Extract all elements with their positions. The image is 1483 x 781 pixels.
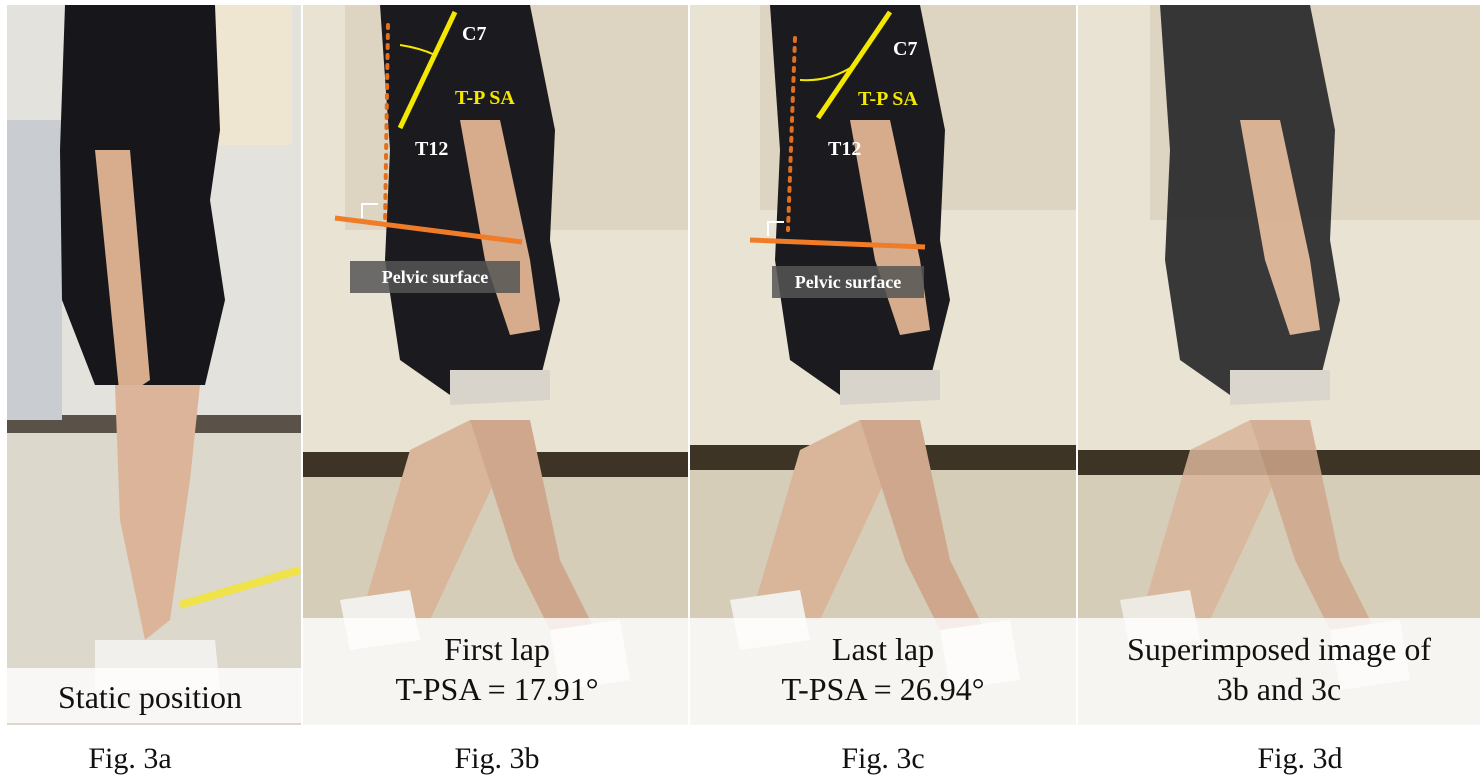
- caption-line: T-PSA = 17.91°: [395, 671, 598, 707]
- marker-label: T12: [828, 138, 861, 160]
- caption-line: Static position: [58, 679, 242, 715]
- panel-d: Superimposed image of 3b and 3c: [1078, 5, 1480, 725]
- figure-label: Fig. 3c: [841, 742, 924, 775]
- figure: Static position C7 T-P SA T12 Pelvic sur…: [0, 0, 1483, 781]
- panel-c: C7 T-P SA T12 Pelvic surface Last lap T-…: [690, 5, 1076, 725]
- page: Static position C7 T-P SA T12 Pelvic sur…: [0, 0, 1483, 781]
- angle-label: T-P SA: [455, 87, 515, 109]
- plane-label: Pelvic surface: [382, 267, 488, 287]
- caption-line: 3b and 3c: [1217, 671, 1341, 707]
- figure-label: Fig. 3a: [88, 742, 171, 775]
- caption-line: T-PSA = 26.94°: [781, 671, 984, 707]
- caption-line: First lap: [444, 631, 550, 667]
- marker-label: C7: [893, 38, 917, 60]
- caption-line: Superimposed image of: [1127, 631, 1431, 667]
- figure-label: Fig. 3d: [1257, 742, 1342, 775]
- panel-a: Static position: [7, 5, 301, 725]
- panel-b: C7 T-P SA T12 Pelvic surface First lap T…: [303, 5, 688, 725]
- caption-line: Last lap: [832, 631, 934, 667]
- figure-label: Fig. 3b: [454, 742, 539, 775]
- angle-label: T-P SA: [858, 88, 918, 110]
- plane-label: Pelvic surface: [795, 272, 901, 292]
- marker-label: T12: [415, 138, 448, 160]
- marker-label: C7: [462, 23, 486, 45]
